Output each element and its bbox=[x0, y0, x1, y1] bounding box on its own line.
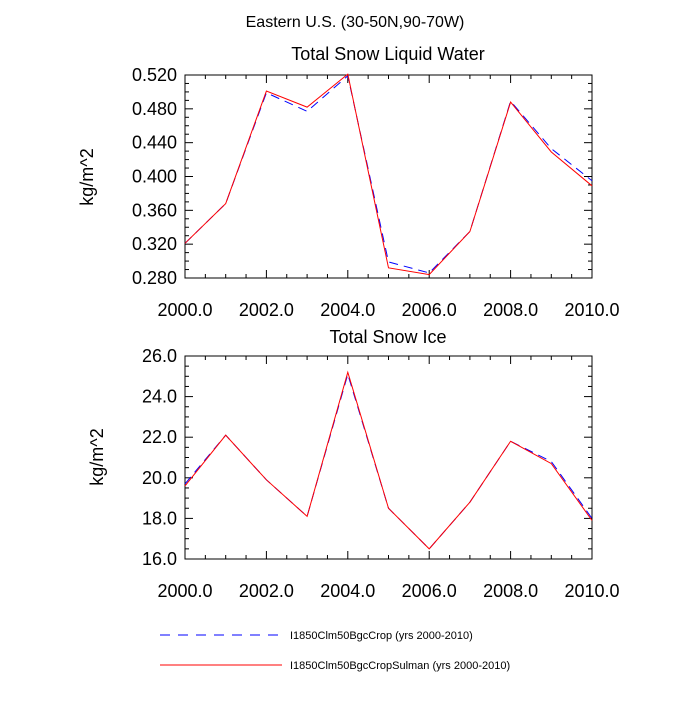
panel-title: Total Snow Liquid Water bbox=[291, 44, 484, 64]
y-axis-label: kg/m^2 bbox=[77, 148, 97, 205]
panel-snow-ice: Total Snow Ice kg/m^2 2000.0 2002.0 2004.0… bbox=[87, 327, 620, 601]
x-tick-label: 2000.0 bbox=[157, 581, 212, 601]
x-tick-label: 2002.0 bbox=[239, 300, 294, 320]
y-tick-label: 18.0 bbox=[142, 508, 177, 528]
y-axis-label: kg/m^2 bbox=[87, 428, 107, 485]
x-tick-label: 2010.0 bbox=[564, 300, 619, 320]
x-tick-label: 2010.0 bbox=[564, 581, 619, 601]
x-tick-label: 2008.0 bbox=[483, 581, 538, 601]
legend: I1850Clm50BgcCrop (yrs 2000-2010) I1850C… bbox=[160, 630, 510, 672]
y-tick-label: 0.480 bbox=[132, 99, 177, 119]
panel-title: Total Snow Ice bbox=[329, 327, 446, 347]
y-tick-label: 16.0 bbox=[142, 549, 177, 569]
x-tick-label: 2004.0 bbox=[320, 581, 375, 601]
y-tick-label: 0.280 bbox=[132, 268, 177, 288]
y-tick-label: 26.0 bbox=[142, 346, 177, 366]
series-line-crop bbox=[184, 372, 593, 550]
series-line-crop bbox=[184, 74, 593, 274]
y-tick-label: 0.320 bbox=[132, 234, 177, 254]
y-tick-label: 0.400 bbox=[132, 167, 177, 187]
y-tick-label: 0.520 bbox=[132, 65, 177, 85]
y-tick-label: 22.0 bbox=[142, 427, 177, 447]
y-tick-label: 0.440 bbox=[132, 133, 177, 153]
y-tick-label: 20.0 bbox=[142, 468, 177, 488]
x-tick-label: 2000.0 bbox=[157, 300, 212, 320]
y-tick-label: 24.0 bbox=[142, 387, 177, 407]
panel-snow-liquid-water: Total Snow Liquid Water kg/m^2 2000.0 200… bbox=[77, 44, 620, 320]
legend-label-crop: I1850Clm50BgcCrop (yrs 2000-2010) bbox=[290, 630, 473, 642]
plot-frame bbox=[184, 74, 593, 279]
series-line-crop-sulman bbox=[184, 370, 593, 550]
x-tick-label: 2008.0 bbox=[483, 300, 538, 320]
legend-label-crop-sulman: I1850Clm50BgcCropSulman (yrs 2000-2010) bbox=[290, 660, 510, 672]
x-tick-label: 2002.0 bbox=[239, 581, 294, 601]
x-tick-label: 2006.0 bbox=[402, 300, 457, 320]
series-line-crop-sulman bbox=[184, 73, 593, 276]
y-tick-label: 0.360 bbox=[132, 200, 177, 220]
x-tick-label: 2004.0 bbox=[320, 300, 375, 320]
x-tick-label: 2006.0 bbox=[402, 581, 457, 601]
main-title: Eastern U.S. (30-50N,90-70W) bbox=[246, 14, 465, 31]
